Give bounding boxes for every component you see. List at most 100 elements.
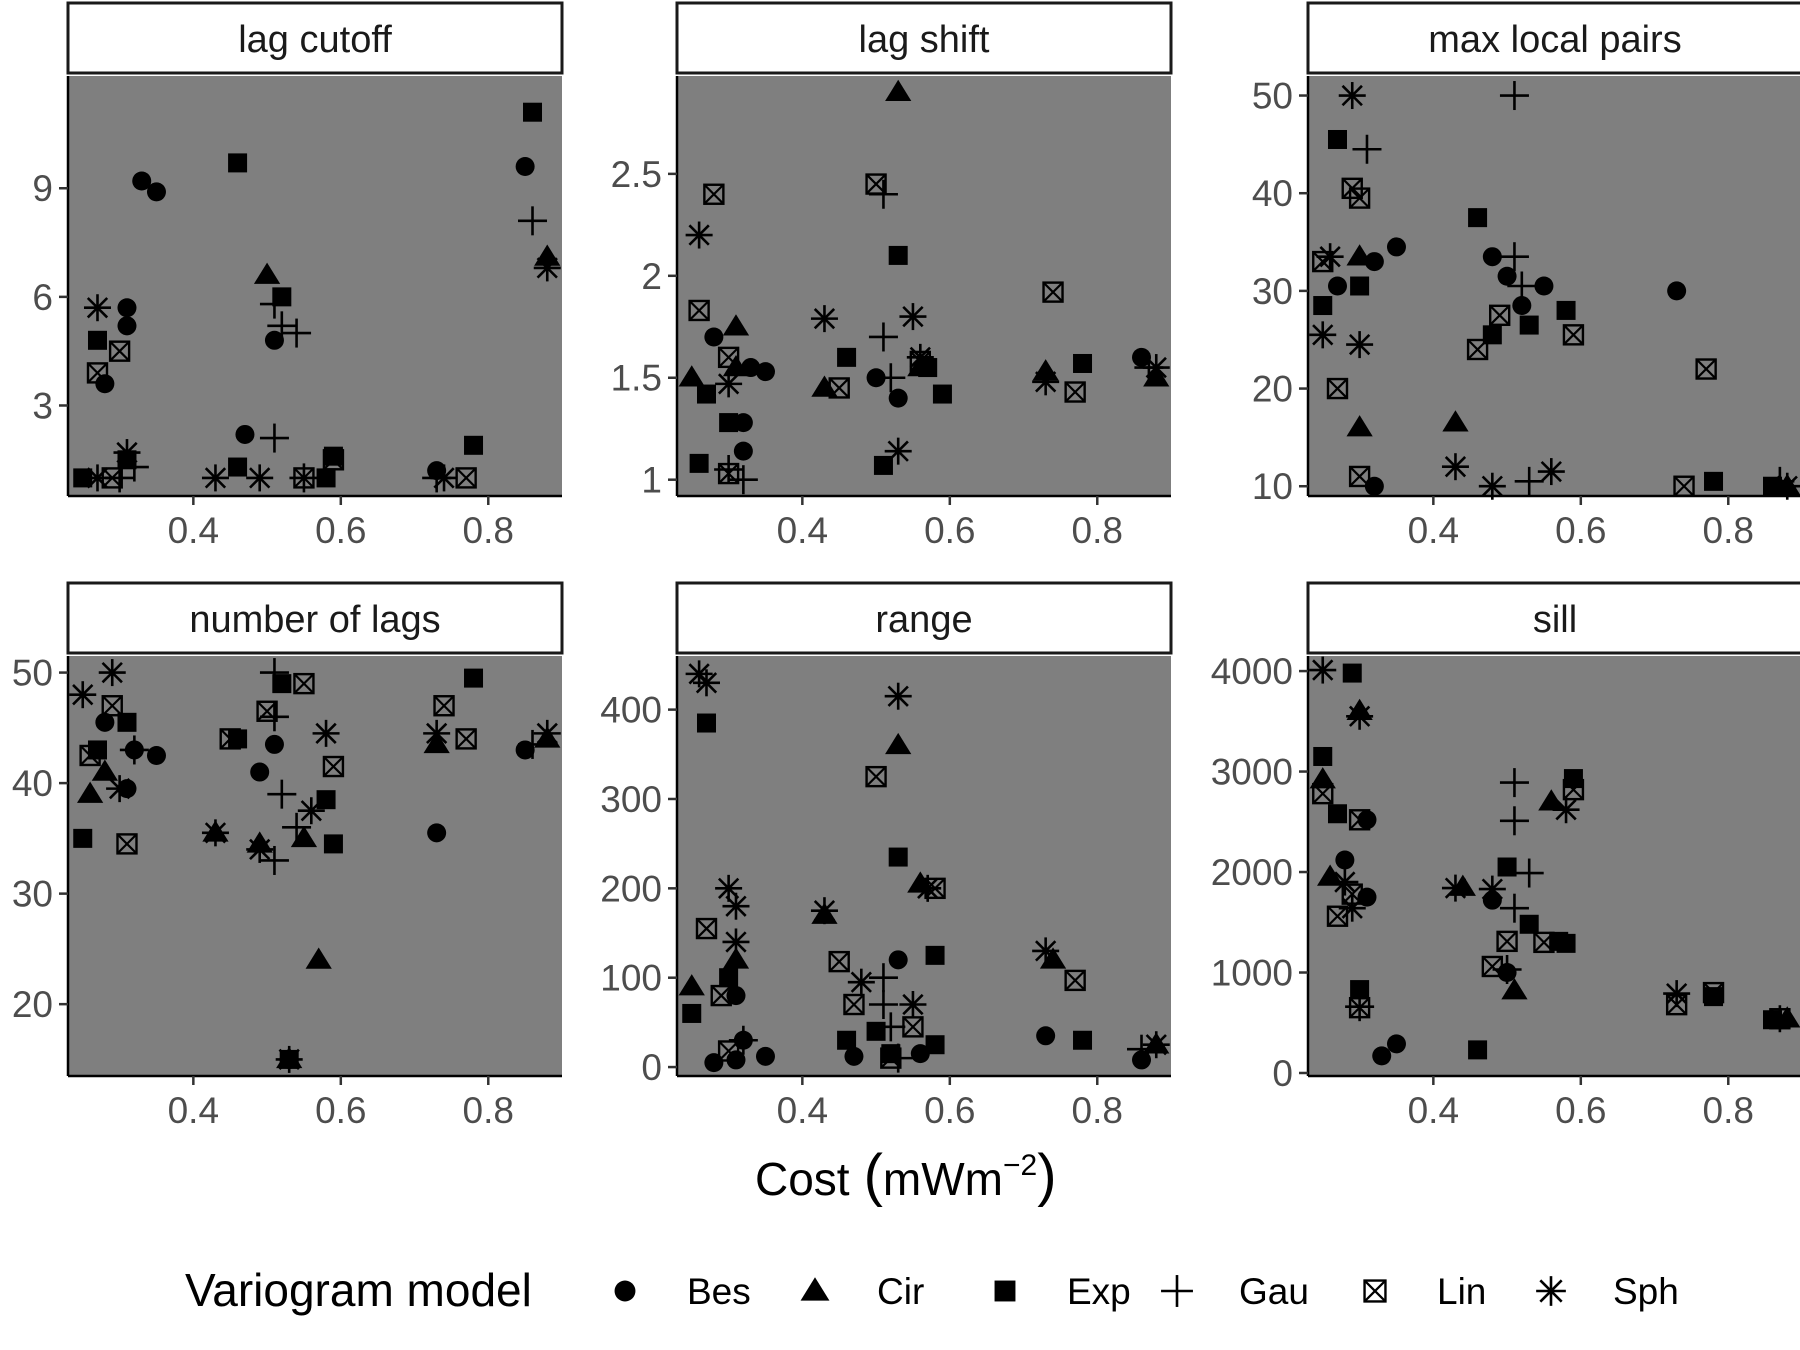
data-point <box>1073 1030 1093 1050</box>
data-point <box>715 370 743 398</box>
data-point <box>866 1021 886 1041</box>
data-point <box>1326 377 1349 400</box>
data-point <box>1702 981 1725 1004</box>
data-point <box>1667 281 1687 301</box>
data-point <box>1466 338 1489 361</box>
legend-label: Bes <box>687 1271 751 1312</box>
data-point <box>1499 893 1529 923</box>
y-tick-label: 40 <box>1252 173 1293 214</box>
data-point <box>79 744 101 767</box>
data-point <box>695 917 718 940</box>
data-point <box>259 423 289 453</box>
data-point <box>1316 864 1344 886</box>
data-point <box>83 294 111 322</box>
data-point <box>678 365 705 387</box>
data-point <box>1507 271 1537 301</box>
data-point <box>1352 134 1382 164</box>
data-point <box>91 759 118 781</box>
data-point <box>101 695 123 717</box>
facet-panel: sill 0 1000 2000 3000 4000 0.4 0.6 0.8 <box>1211 581 1800 1131</box>
data-point <box>108 340 131 362</box>
data-point <box>455 728 477 750</box>
data-point <box>201 819 229 847</box>
data-point <box>1032 368 1060 396</box>
facet-title: sill <box>1533 599 1577 641</box>
data-point <box>518 729 548 759</box>
data-point <box>1499 768 1529 798</box>
y-tick-label: 10 <box>1252 466 1293 507</box>
data-point <box>1142 354 1170 382</box>
data-point <box>733 441 753 461</box>
x-tick-label: 0.8 <box>1703 1090 1754 1131</box>
data-point <box>323 834 343 854</box>
data-point <box>1327 804 1347 824</box>
data-point <box>685 221 713 249</box>
data-point <box>113 439 141 467</box>
data-point <box>719 413 739 433</box>
legend-label: Sph <box>1613 1271 1679 1312</box>
data-point <box>828 950 850 973</box>
data-point <box>1064 969 1086 992</box>
data-point <box>868 963 898 993</box>
x-tick-label: 0.8 <box>1703 510 1754 551</box>
data-point <box>828 377 850 399</box>
x-tick-label: 0.6 <box>924 510 975 551</box>
y-tick-label: 0 <box>1272 1053 1293 1094</box>
data-point <box>1042 281 1064 303</box>
data-point <box>1346 244 1373 266</box>
y-tick-label: 20 <box>12 984 53 1025</box>
data-point <box>1036 1026 1056 1046</box>
data-point <box>1348 187 1371 209</box>
facet-strip <box>1306 1 1800 75</box>
data-point <box>914 874 942 902</box>
data-point <box>464 435 484 455</box>
data-point <box>1350 980 1370 1000</box>
y-tick-label: 200 <box>600 868 662 909</box>
facet-strip <box>675 581 1173 655</box>
data-point <box>719 968 739 988</box>
legend-label: Cir <box>877 1271 924 1312</box>
data-point <box>722 928 750 956</box>
y-tick-label: 9 <box>32 168 53 209</box>
y-tick-label: 20 <box>1252 369 1293 410</box>
data-point <box>423 719 451 747</box>
y-tick-label: 30 <box>1252 271 1293 312</box>
data-point <box>427 823 447 843</box>
legend-title: Variogram model <box>185 1264 532 1316</box>
data-point <box>704 1053 724 1073</box>
data-point <box>1496 930 1518 953</box>
data-point <box>235 424 255 444</box>
data-point <box>116 833 138 855</box>
data-point <box>518 206 548 236</box>
data-point <box>272 287 292 307</box>
data-point <box>305 947 332 969</box>
data-point <box>322 755 345 778</box>
facet-strip <box>66 581 564 655</box>
data-point <box>1338 894 1366 922</box>
data-point <box>884 437 912 465</box>
data-point <box>688 299 710 322</box>
data-point <box>76 781 104 803</box>
data-point <box>69 681 97 709</box>
data-point <box>1519 315 1539 335</box>
data-point <box>533 719 561 747</box>
data-point <box>259 845 289 875</box>
data-point <box>515 157 535 177</box>
data-point <box>755 1046 775 1066</box>
x-tick-label: 0.6 <box>924 1090 975 1131</box>
data-point <box>696 384 716 404</box>
facet-strip <box>675 1 1173 75</box>
y-tick-label: 2000 <box>1211 852 1293 893</box>
data-point <box>884 682 912 710</box>
data-point <box>1534 276 1554 296</box>
data-point <box>876 363 906 393</box>
facet-panel: range 0 100 200 300 400 0.4 0.6 0.8 <box>600 581 1173 1131</box>
data-point <box>865 173 887 195</box>
data-point <box>1562 778 1585 801</box>
facet-panel: number of lags 20 30 40 50 0.4 0.6 0.8 <box>12 581 564 1131</box>
data-point <box>117 298 137 318</box>
data-point <box>293 672 315 695</box>
y-tick-label: 3 <box>32 385 53 426</box>
data-point <box>885 732 912 755</box>
